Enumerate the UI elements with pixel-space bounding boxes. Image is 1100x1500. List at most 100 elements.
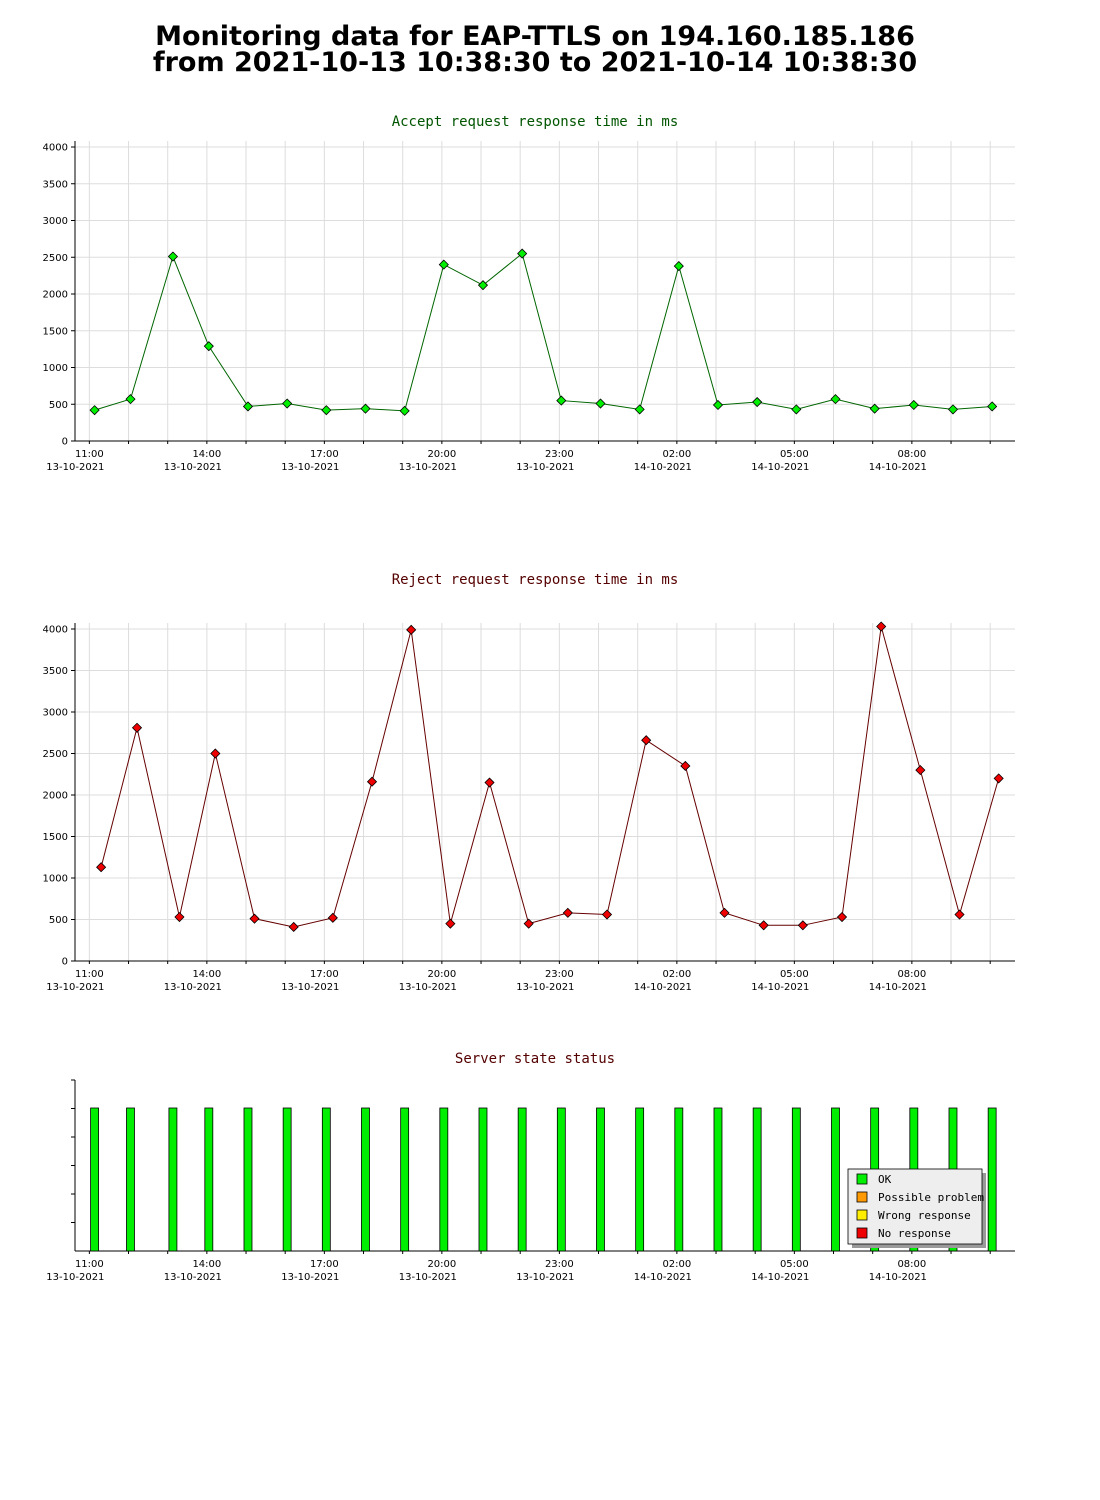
x-tick-label-time: 08:00: [897, 449, 926, 460]
y-tick-label: 1000: [43, 874, 68, 885]
x-tick-label-date: 13-10-2021: [516, 1272, 574, 1283]
status-bar: [439, 1107, 449, 1252]
data-point: [876, 621, 887, 632]
chart-title: Reject request response time in ms: [392, 572, 679, 588]
status-bar: [361, 1107, 370, 1252]
data-point: [477, 280, 489, 291]
y-tick-label: 2500: [43, 253, 68, 264]
x-tick-label-time: 05:00: [780, 449, 809, 460]
data-point: [96, 862, 107, 873]
x-tick-label-date: 14-10-2021: [751, 1272, 809, 1283]
data-point: [869, 403, 880, 414]
y-tick-label: 4000: [43, 143, 68, 154]
y-tick-label: 1500: [43, 832, 68, 843]
x-tick-label-date: 13-10-2021: [399, 1272, 457, 1283]
x-tick-label-date: 13-10-2021: [399, 462, 457, 473]
status-bar: [831, 1107, 840, 1252]
x-tick-label-date: 14-10-2021: [869, 1272, 927, 1283]
x-tick-label-date: 13-10-2021: [164, 982, 222, 993]
data-point: [131, 722, 143, 733]
x-tick-label-time: 17:00: [310, 1259, 339, 1270]
x-tick-label-date: 13-10-2021: [281, 462, 339, 473]
status-bar: [517, 1107, 527, 1252]
status-bar: [204, 1107, 214, 1252]
y-tick-label: 3500: [43, 179, 68, 190]
data-point: [634, 404, 645, 415]
status-bar: [90, 1107, 99, 1252]
page-title-line-2: from 2021-10-13 10:38:30 to 2021-10-14 1…: [152, 47, 918, 78]
x-tick-label-date: 14-10-2021: [634, 982, 692, 993]
x-tick-label-time: 02:00: [662, 1259, 691, 1270]
data-point: [210, 748, 221, 759]
status-bar: [282, 1107, 292, 1252]
status-bar: [556, 1107, 566, 1252]
server-status-chart: Server state status 11:00 13-10-2021 14:00 1…: [46, 1051, 1015, 1283]
data-point: [830, 394, 841, 405]
data-point: [673, 261, 684, 272]
x-tick-label-date: 13-10-2021: [399, 982, 457, 993]
y-tick-label: 0: [62, 437, 68, 448]
data-point: [641, 735, 652, 746]
y-tick-label: 500: [49, 915, 68, 926]
y-tick-label: 3000: [43, 216, 68, 227]
x-tick-label-time: 08:00: [897, 969, 926, 980]
data-point: [758, 920, 769, 931]
x-tick-label-date: 14-10-2021: [634, 1272, 692, 1283]
status-bar: [596, 1107, 605, 1252]
y-tick-label: 2000: [43, 290, 68, 301]
data-point: [556, 395, 567, 406]
data-point: [791, 404, 802, 415]
data-point: [712, 399, 724, 411]
y-tick-label: 1000: [43, 363, 68, 374]
data-point: [445, 918, 456, 929]
reject-response-chart: Reject request response time in ms 0 500 10…: [43, 572, 1015, 993]
data-point: [366, 776, 378, 787]
x-tick-label-time: 11:00: [75, 969, 104, 980]
x-tick-label-date: 13-10-2021: [164, 1272, 222, 1283]
x-tick-label-time: 05:00: [780, 1259, 809, 1270]
status-bar: [400, 1107, 410, 1252]
y-tick-label: 1500: [43, 326, 68, 337]
page-title-line-1: Monitoring data for EAP-TTLS on 194.160.…: [155, 21, 915, 52]
status-bar: [674, 1107, 684, 1252]
data-point: [908, 399, 919, 411]
status-bar: [478, 1107, 488, 1252]
data-point: [601, 909, 613, 920]
legend-swatch: [856, 1209, 868, 1221]
x-tick-label-date: 14-10-2021: [869, 982, 927, 993]
data-point: [125, 394, 136, 405]
data-point: [915, 765, 926, 776]
x-tick-label-date: 13-10-2021: [164, 462, 222, 473]
data-point: [174, 911, 185, 923]
legend-swatch: [856, 1173, 868, 1185]
x-tick-label-date: 13-10-2021: [46, 462, 104, 473]
legend-label: Wrong response: [878, 1209, 971, 1222]
series-line: [100, 626, 1000, 928]
legend-label: OK: [878, 1173, 892, 1186]
data-point: [517, 248, 528, 259]
x-tick-label-time: 11:00: [75, 449, 104, 460]
x-tick-label-date: 13-10-2021: [516, 462, 574, 473]
x-tick-label-time: 23:00: [545, 1259, 574, 1270]
y-tick-label: 0: [62, 957, 68, 968]
data-point: [327, 912, 338, 923]
legend-swatch: [856, 1227, 868, 1239]
y-tick-label: 2000: [43, 791, 68, 802]
page-title: Monitoring data for EAP-TTLS on 194.160.…: [0, 21, 1070, 78]
status-bar: [713, 1107, 723, 1252]
data-point: [242, 401, 254, 412]
data-point: [797, 920, 808, 931]
data-point: [282, 398, 293, 409]
status-bar: [635, 1107, 645, 1252]
data-point: [406, 624, 417, 635]
x-tick-label-date: 14-10-2021: [751, 982, 809, 993]
x-tick-label-time: 20:00: [427, 449, 456, 460]
x-tick-label-date: 14-10-2021: [634, 462, 692, 473]
x-tick-label-time: 23:00: [545, 449, 574, 460]
x-tick-label-date: 13-10-2021: [46, 1272, 104, 1283]
data-point: [993, 773, 1004, 784]
legend-label: No response: [878, 1227, 951, 1240]
x-tick-label-time: 17:00: [310, 449, 339, 460]
x-tick-label-date: 13-10-2021: [46, 982, 104, 993]
